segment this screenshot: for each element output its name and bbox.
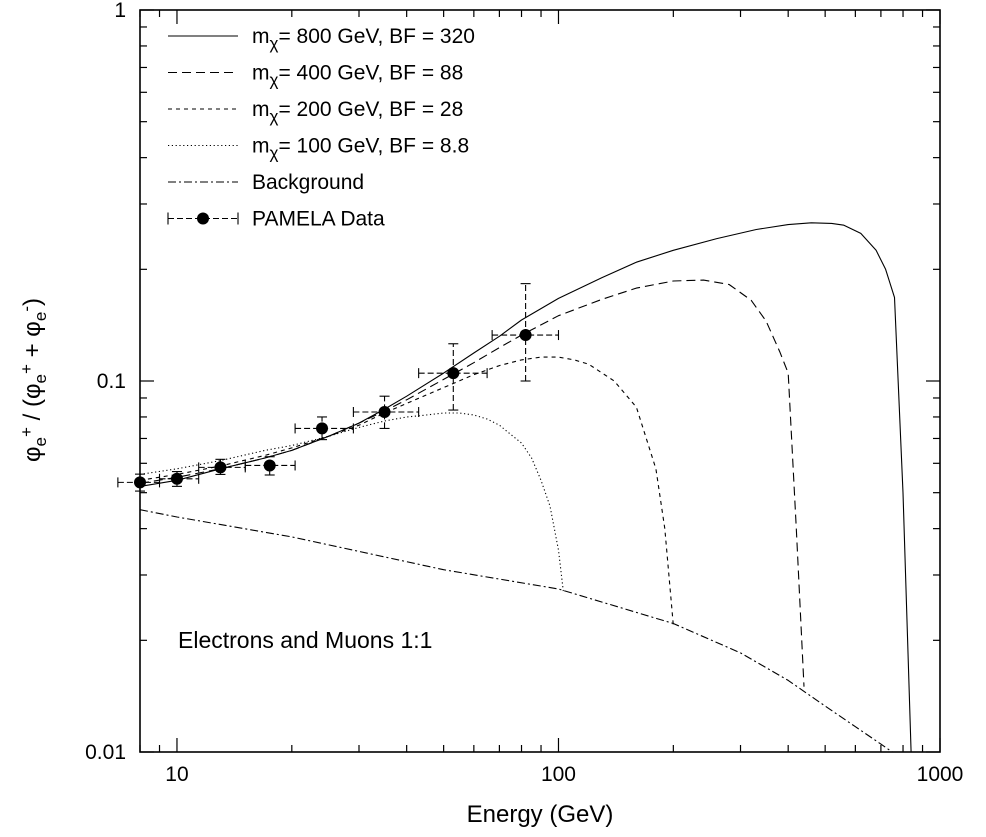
legend-label: mχ= 100 GeV, BF = 8.8	[252, 135, 469, 163]
data-point	[491, 283, 560, 382]
data-point	[117, 473, 161, 492]
legend-entry: mχ= 400 GeV, BF = 88	[168, 62, 463, 90]
x-tick-label: 1000	[917, 763, 964, 786]
series-lines	[140, 222, 912, 752]
legend-label-prefix: m	[252, 25, 270, 48]
legend-entry: Background	[168, 171, 364, 194]
data-point	[244, 456, 296, 476]
data-point	[158, 471, 200, 487]
legend-sample-marker	[197, 212, 209, 225]
legend-label-text: = 400 GeV, BF = 88	[278, 62, 463, 85]
data-marker	[134, 476, 146, 489]
y-axis-title-part: e	[31, 374, 50, 383]
x-tick-label: 100	[541, 763, 576, 786]
legend-label: PAMELA Data	[252, 208, 385, 231]
series-line-2	[140, 279, 805, 687]
data-marker	[378, 405, 391, 418]
data-point	[294, 416, 354, 441]
x-axis-title: Energy (GeV)	[467, 801, 614, 828]
y-tick-label: 0.01	[85, 741, 126, 764]
y-axis-title: φe+ / (φe+ + φe-)	[17, 298, 50, 462]
series-line-5	[140, 509, 894, 752]
legend-label: mχ= 200 GeV, BF = 28	[252, 98, 463, 126]
data-marker	[316, 422, 329, 435]
legend-label-subscript: χ	[270, 144, 279, 163]
legend-label: mχ= 800 GeV, BF = 320	[252, 25, 475, 53]
data-marker	[214, 461, 227, 474]
legend-label-prefix: m	[252, 62, 270, 85]
legend-label: mχ= 400 GeV, BF = 88	[252, 62, 463, 90]
series-line-4	[140, 412, 564, 593]
axis-ticks: 10 100 1000 0.01 0.1 1	[85, 0, 963, 786]
legend-label-text: = 800 GeV, BF = 320	[278, 25, 475, 48]
legend-label-subscript: χ	[270, 107, 279, 126]
y-axis-title-part: / (φ	[19, 383, 46, 427]
legend-label-prefix: m	[252, 135, 270, 158]
data-point	[352, 395, 420, 429]
y-axis-title-part: + φ	[19, 321, 46, 364]
data-marker	[170, 472, 183, 485]
y-axis-title-part: e	[31, 312, 50, 321]
data-marker	[519, 329, 532, 342]
x-tick-label: 10	[165, 763, 188, 786]
legend-entry: mχ= 800 GeV, BF = 320	[168, 25, 475, 53]
y-axis-title-part: )	[19, 298, 46, 306]
data-points	[117, 283, 560, 492]
legend-label-text: = 200 GeV, BF = 28	[278, 98, 463, 121]
y-axis-title-part: φ	[19, 446, 46, 462]
y-axis-title-part: +	[17, 364, 36, 374]
y-axis-title-part: e	[31, 437, 50, 446]
annotation-text: Electrons and Muons 1:1	[178, 627, 432, 653]
legend-entry: mχ= 200 GeV, BF = 28	[168, 98, 463, 126]
y-tick-label: 1	[114, 0, 126, 22]
series-line-1	[140, 222, 912, 752]
legend-label-prefix: m	[252, 98, 270, 121]
y-axis-title-part: +	[17, 427, 36, 437]
legend-label-text: = 100 GeV, BF = 8.8	[278, 135, 469, 158]
series-line-3	[140, 356, 674, 626]
y-axis-title-part: -	[17, 306, 36, 312]
data-marker	[263, 459, 276, 472]
legend-label-subscript: χ	[270, 71, 279, 90]
data-marker	[447, 367, 460, 380]
data-point	[418, 343, 488, 411]
legend-label: Background	[252, 171, 364, 194]
legend-entry: PAMELA Data	[167, 208, 385, 231]
legend-entry: mχ= 100 GeV, BF = 8.8	[168, 135, 469, 163]
legend-label-subscript: χ	[270, 34, 279, 53]
y-tick-label: 0.1	[97, 370, 126, 393]
